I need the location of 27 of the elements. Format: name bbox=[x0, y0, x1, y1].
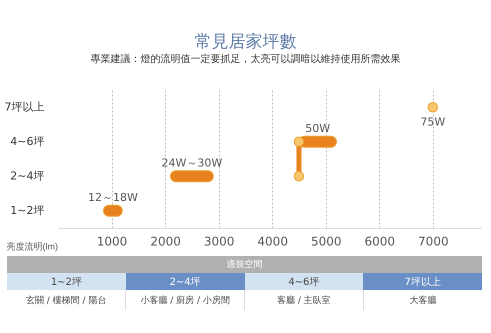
y-tick-label: 4~6坪 bbox=[10, 134, 44, 148]
x-tick-label: 5000 bbox=[310, 234, 342, 248]
chart-subtitle: 專業建議：燈的流明值一定要抓足，太亮可以調暗以維持使用所需效果 bbox=[90, 52, 402, 66]
annotation: 75W bbox=[420, 115, 446, 128]
x-tick-label: 7000 bbox=[418, 234, 449, 248]
y-tick-label: 2~4坪 bbox=[10, 169, 44, 182]
x-tick-label: 3000 bbox=[204, 234, 234, 248]
text: 大客廳 bbox=[363, 290, 482, 310]
x-tick-label: 4000 bbox=[257, 234, 288, 248]
text: 玄關 / 樓梯間 / 陽台 bbox=[24, 294, 108, 308]
category-label: 7坪以上 bbox=[404, 276, 441, 288]
annotation: 12～18W bbox=[88, 190, 138, 204]
x-axis-title: 亮度流明(lm) bbox=[6, 242, 58, 252]
x-tick-label: 2000 bbox=[150, 234, 181, 248]
chart-title: 常見居家坪數 bbox=[194, 31, 298, 52]
category-label: 2~4坪 bbox=[170, 276, 201, 288]
text: 小客廳 / 廚房 / 小房間 bbox=[126, 290, 244, 310]
text: 客廳 / 主臥室 bbox=[244, 290, 364, 310]
category-label: 4~6坪 bbox=[288, 276, 320, 288]
annotation: 24W～30W bbox=[161, 156, 222, 170]
x-tick-label: 1000 bbox=[96, 234, 128, 248]
category-label: 1~2坪 bbox=[50, 276, 82, 288]
x-tick-label: 6000 bbox=[364, 234, 396, 248]
y-tick-label: 1~2坪 bbox=[10, 204, 44, 217]
y-tick-label: 7坪以上 bbox=[4, 100, 44, 114]
text: 適裝空間 bbox=[7, 256, 482, 273]
annotation: 50W bbox=[305, 122, 330, 135]
